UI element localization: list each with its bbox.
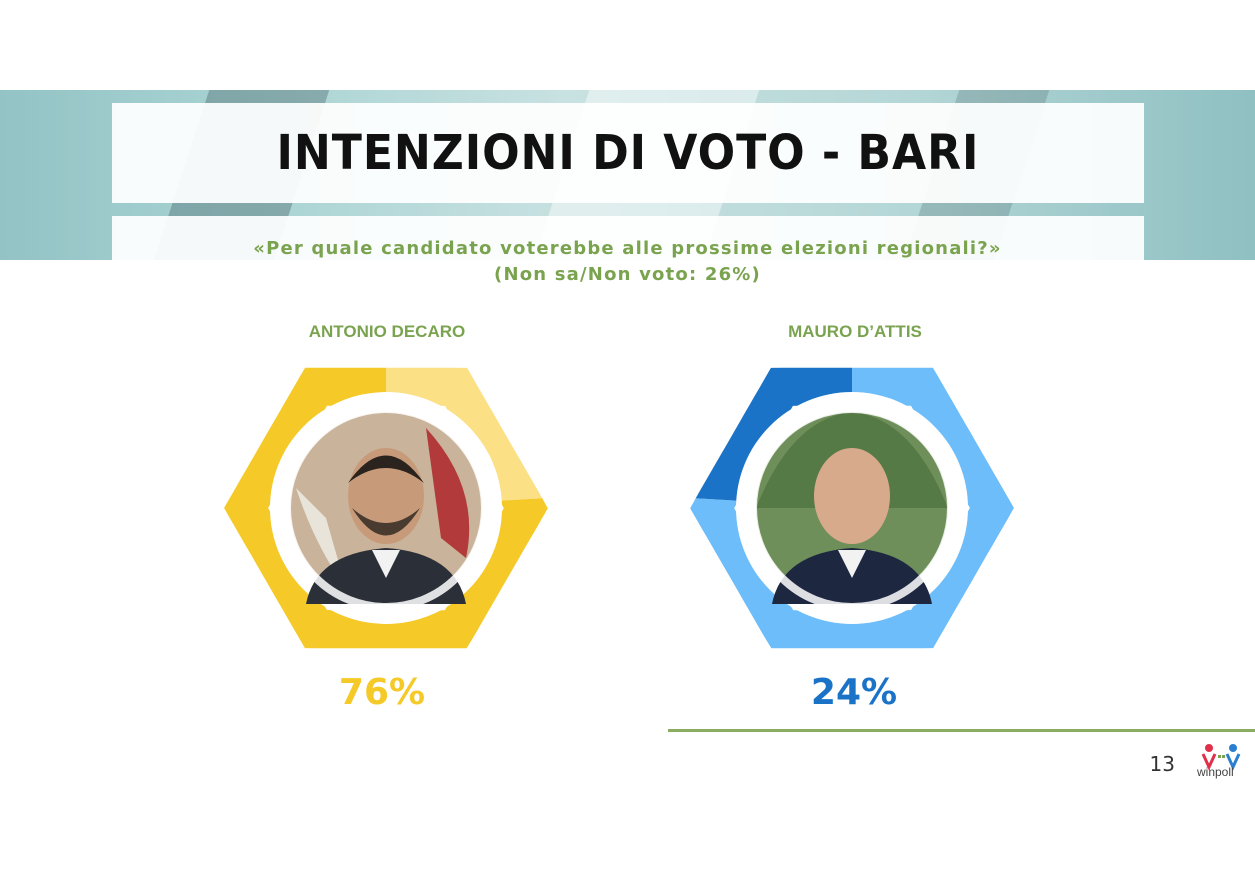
page-title: INTENZIONI DI VOTO - BARI xyxy=(276,125,980,181)
footer-divider xyxy=(668,729,1255,732)
survey-question: «Per quale candidato voterebbe alle pros… xyxy=(253,238,1002,259)
page-number: 13 xyxy=(1149,752,1175,776)
candidate-portrait-icon xyxy=(749,405,955,611)
candidate-name-1: ANTONIO DECARO xyxy=(308,322,466,341)
title-box: INTENZIONI DI VOTO - BARI xyxy=(112,103,1144,203)
donut-chart-1 xyxy=(224,367,548,649)
candidate-portrait-icon xyxy=(283,405,489,611)
percentage-label-1: 76% xyxy=(338,672,426,713)
winpoll-logo: winpoll xyxy=(1196,744,1241,779)
logo-text: winpoll xyxy=(1196,765,1234,779)
subtitle-box xyxy=(112,216,1144,260)
svg-text:winpoll: winpoll xyxy=(1196,765,1234,779)
percentage-label-2: 24% xyxy=(810,672,898,713)
undecided-note: (Non sa/Non voto: 26%) xyxy=(494,264,761,285)
candidate-name-2: MAURO D’ATTIS xyxy=(788,322,922,341)
donut-chart-2 xyxy=(690,367,1014,649)
